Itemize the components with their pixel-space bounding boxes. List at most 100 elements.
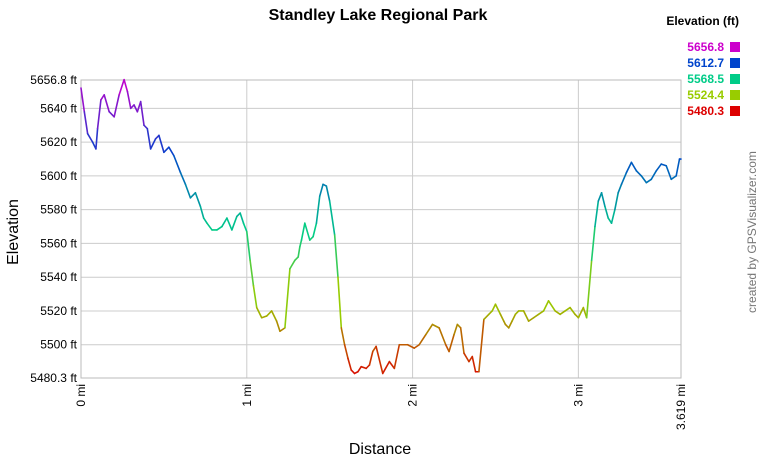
legend-swatch bbox=[730, 42, 740, 52]
elevation-segment bbox=[625, 161, 633, 174]
elevation-segment bbox=[163, 146, 170, 154]
legend-title: Elevation (ft) bbox=[666, 14, 739, 28]
elevation-segment bbox=[304, 222, 311, 241]
elevation-segment bbox=[532, 313, 540, 319]
elevation-segment bbox=[463, 352, 470, 363]
elevation-segment bbox=[168, 146, 175, 157]
elevation-segment bbox=[299, 239, 303, 248]
elevation-segment bbox=[340, 327, 346, 346]
elevation-segment bbox=[453, 323, 459, 336]
legend-value: 5612.7 bbox=[687, 56, 724, 70]
elevation-segment bbox=[471, 355, 477, 373]
elevation-segment bbox=[133, 104, 139, 113]
elevation-segment bbox=[231, 215, 238, 231]
elevation-segment bbox=[640, 175, 648, 184]
elevation-segment bbox=[522, 310, 530, 322]
elevation-segment bbox=[610, 208, 616, 224]
elevation-segment bbox=[425, 323, 434, 336]
elevation-segment bbox=[126, 90, 132, 110]
elevation-segment bbox=[265, 310, 273, 317]
elevation-segment bbox=[655, 163, 663, 172]
legend: 5656.8 5612.7 5568.5 5524.4 5480.3 bbox=[687, 40, 740, 118]
elevation-segment bbox=[617, 183, 623, 194]
elevation-segment bbox=[315, 195, 321, 224]
x-tick-label: 0 mi bbox=[74, 384, 88, 407]
elevation-segment bbox=[413, 343, 421, 349]
elevation-segment bbox=[511, 313, 517, 322]
elevation-segment bbox=[375, 345, 384, 375]
elevation-segment bbox=[507, 320, 513, 329]
elevation-segment bbox=[630, 161, 638, 172]
credit-text: created by GPSVisualizer.com bbox=[745, 151, 759, 313]
legend-value: 5480.3 bbox=[687, 104, 724, 118]
elevation-segment bbox=[483, 313, 490, 321]
elevation-segment bbox=[393, 343, 401, 370]
x-axis-title: Distance bbox=[349, 441, 411, 458]
y-tick-label: 5500 ft bbox=[40, 338, 77, 352]
elevation-segment bbox=[108, 110, 115, 118]
elevation-segment bbox=[216, 225, 223, 231]
elevation-segment bbox=[95, 127, 99, 150]
elevation-segment bbox=[600, 191, 606, 208]
elevation-segment bbox=[360, 365, 367, 370]
elevation-segment bbox=[554, 310, 561, 316]
elevation-segment bbox=[614, 191, 619, 211]
legend-swatch bbox=[730, 74, 740, 84]
elevation-segment bbox=[184, 183, 192, 199]
elevation-segment bbox=[86, 132, 94, 143]
elevation-segment bbox=[333, 234, 339, 279]
elevation-segment bbox=[300, 222, 306, 241]
elevation-segment bbox=[499, 313, 505, 322]
elevation-segment bbox=[635, 170, 643, 177]
elevation-segment bbox=[542, 300, 550, 312]
y-tick-label: 5480.3 ft bbox=[30, 371, 77, 385]
elevation-segment bbox=[494, 303, 502, 316]
elevation-segment bbox=[559, 310, 566, 316]
y-tick-label: 5540 ft bbox=[40, 270, 77, 284]
y-tick-label: 5520 ft bbox=[40, 304, 77, 318]
elevation-segment bbox=[226, 217, 233, 231]
elevation-segment bbox=[270, 310, 278, 322]
elevation-segment bbox=[118, 78, 125, 96]
elevation-segment bbox=[418, 333, 427, 346]
elevation-segment bbox=[585, 259, 593, 319]
elevation-segment bbox=[381, 360, 391, 375]
elevation-segment bbox=[199, 205, 205, 219]
y-tick-labels: 5480.3 ft 5500 ft 5520 ft 5540 ft 5560 ft 558… bbox=[30, 73, 77, 385]
elevation-segment bbox=[660, 163, 668, 167]
elevation-segment bbox=[80, 87, 86, 113]
elevation-segment bbox=[249, 259, 255, 287]
elevation-segment bbox=[312, 222, 318, 238]
elevation-segment bbox=[328, 200, 336, 236]
legend-value: 5656.8 bbox=[687, 40, 724, 54]
elevation-segment bbox=[337, 276, 343, 329]
elevation-segment bbox=[252, 284, 258, 309]
elevation-segment bbox=[194, 191, 202, 208]
elevation-segment bbox=[645, 178, 653, 184]
elevation-segment bbox=[564, 306, 571, 312]
x-tick-label: 1 mi bbox=[240, 384, 254, 407]
legend-value: 5568.5 bbox=[687, 72, 724, 86]
elevation-segment bbox=[96, 99, 102, 130]
elevation-segment bbox=[491, 303, 497, 312]
elevation-segment bbox=[670, 175, 677, 181]
elevation-segment bbox=[527, 316, 535, 322]
elevation-segment bbox=[202, 217, 208, 224]
legend-swatch bbox=[730, 90, 740, 100]
elevation-segment bbox=[438, 327, 447, 346]
elevation-segment bbox=[569, 306, 576, 316]
elevation-segment bbox=[221, 217, 228, 228]
elevation-segment bbox=[245, 230, 251, 262]
elevation-segment bbox=[113, 94, 120, 118]
legend-swatch bbox=[730, 106, 740, 116]
plot-frame bbox=[80, 79, 682, 379]
elevation-segment bbox=[325, 185, 331, 203]
elevation-segment bbox=[431, 323, 440, 329]
elevation-segment bbox=[255, 306, 263, 319]
elevation-segment bbox=[478, 318, 485, 373]
elevation-segment bbox=[275, 320, 281, 333]
elevation-segment bbox=[158, 134, 165, 154]
elevation-segment bbox=[103, 94, 110, 113]
elevation-segment bbox=[444, 343, 450, 353]
y-tick-label: 5560 ft bbox=[40, 236, 77, 250]
